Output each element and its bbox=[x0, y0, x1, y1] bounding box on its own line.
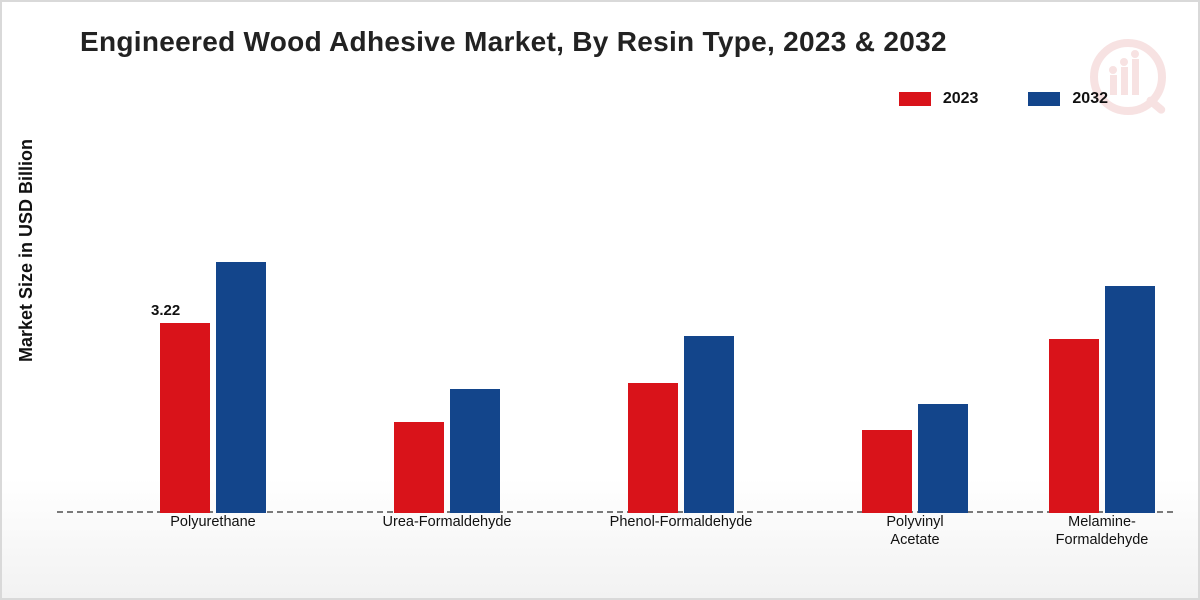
bar-2032 bbox=[918, 404, 968, 513]
legend-swatch-2023 bbox=[899, 92, 931, 106]
x-axis-category-label: Phenol-Formaldehyde bbox=[601, 513, 761, 531]
bar-value-label: 3.22 bbox=[151, 302, 180, 319]
bar-group bbox=[1032, 286, 1172, 513]
y-axis-label: Market Size in USD Billion bbox=[16, 139, 37, 362]
legend-label-2032: 2032 bbox=[1072, 90, 1108, 108]
x-axis-labels: Polyurethane Urea-Formaldehyde Phenol-Form… bbox=[87, 513, 1173, 563]
legend-label-2023: 2023 bbox=[943, 90, 979, 108]
plot-area: 3.22 bbox=[87, 152, 1173, 513]
bar-group bbox=[377, 389, 517, 513]
bar-2032 bbox=[684, 336, 734, 513]
x-axis-category-label: Polyurethane bbox=[133, 513, 293, 531]
legend-swatch-2032 bbox=[1028, 92, 1060, 106]
bar-2032 bbox=[450, 389, 500, 513]
legend-item-2032: 2032 bbox=[1028, 90, 1108, 108]
x-axis-category-label: Melamine-Formaldehyde bbox=[1022, 513, 1182, 549]
bar-group bbox=[845, 404, 985, 513]
x-axis-category-label: Urea-Formaldehyde bbox=[367, 513, 527, 531]
legend-item-2023: 2023 bbox=[899, 90, 979, 108]
bar-2023 bbox=[862, 430, 912, 513]
bar-2032 bbox=[1105, 286, 1155, 513]
bar-2023 bbox=[1049, 339, 1099, 513]
bar-2023 bbox=[394, 422, 444, 513]
x-axis-category-label: PolyvinylAcetate bbox=[835, 513, 995, 549]
chart-title: Engineered Wood Adhesive Market, By Resi… bbox=[80, 26, 947, 58]
chart-frame: Engineered Wood Adhesive Market, By Resi… bbox=[0, 0, 1200, 600]
bar-2023 bbox=[628, 383, 678, 513]
bar-group: 3.22 bbox=[143, 262, 283, 513]
legend: 2023 2032 bbox=[899, 90, 1108, 108]
bar-2023 bbox=[160, 323, 210, 513]
bar-group bbox=[611, 336, 751, 513]
bar-2032 bbox=[216, 262, 266, 513]
